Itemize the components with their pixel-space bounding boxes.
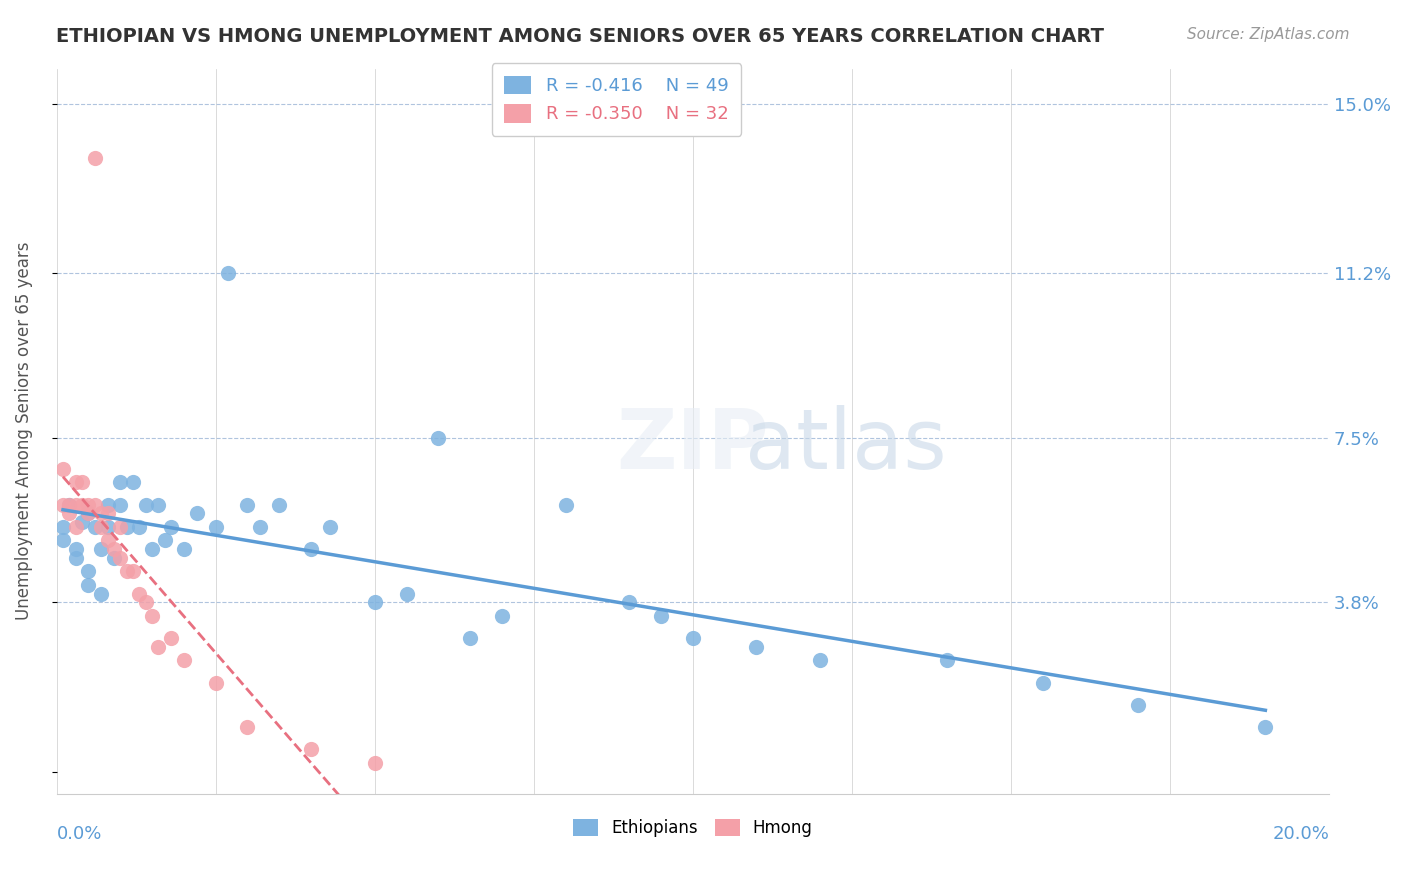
Text: Source: ZipAtlas.com: Source: ZipAtlas.com <box>1187 27 1350 42</box>
Point <box>458 631 481 645</box>
Point <box>1032 675 1054 690</box>
Point <box>115 565 138 579</box>
Point <box>395 586 418 600</box>
Text: atlas: atlas <box>745 405 946 486</box>
Point <box>236 720 259 734</box>
Point <box>148 498 170 512</box>
Point <box>77 565 100 579</box>
Point <box>236 498 259 512</box>
Point <box>269 498 291 512</box>
Point <box>491 608 513 623</box>
Point <box>148 640 170 654</box>
Point <box>122 475 145 490</box>
Point <box>90 520 112 534</box>
Point <box>364 756 387 770</box>
Point <box>128 520 150 534</box>
Point <box>160 520 183 534</box>
Point <box>160 631 183 645</box>
Point <box>52 520 75 534</box>
Point <box>110 475 132 490</box>
Point <box>96 520 118 534</box>
Text: 20.0%: 20.0% <box>1272 825 1329 843</box>
Point <box>90 542 112 557</box>
Point <box>1126 698 1149 712</box>
Point <box>103 542 125 557</box>
Point <box>128 586 150 600</box>
Point <box>77 507 100 521</box>
Point <box>299 542 322 557</box>
Point <box>58 498 80 512</box>
Point <box>135 595 157 609</box>
Point <box>110 520 132 534</box>
Point <box>70 516 93 530</box>
Text: 0.0%: 0.0% <box>56 825 103 843</box>
Point <box>682 631 704 645</box>
Point <box>65 551 87 566</box>
Point <box>96 533 118 548</box>
Point <box>153 533 176 548</box>
Text: ETHIOPIAN VS HMONG UNEMPLOYMENT AMONG SENIORS OVER 65 YEARS CORRELATION CHART: ETHIOPIAN VS HMONG UNEMPLOYMENT AMONG SE… <box>56 27 1104 45</box>
Point <box>122 565 145 579</box>
Point <box>52 498 75 512</box>
Point <box>65 475 87 490</box>
Point <box>217 266 239 280</box>
Point <box>173 542 195 557</box>
Point <box>70 498 93 512</box>
Point <box>58 498 80 512</box>
Point <box>77 507 100 521</box>
Point <box>650 608 672 623</box>
Point <box>58 507 80 521</box>
Point <box>103 551 125 566</box>
Legend: Ethiopians, Hmong: Ethiopians, Hmong <box>567 812 820 844</box>
Point <box>936 653 959 667</box>
Point <box>70 475 93 490</box>
Point <box>83 498 105 512</box>
Point <box>135 498 157 512</box>
Point <box>83 520 105 534</box>
Point <box>745 640 768 654</box>
Point <box>65 498 87 512</box>
Point <box>52 533 75 548</box>
Point <box>90 507 112 521</box>
Point <box>141 608 163 623</box>
Text: ZIP: ZIP <box>617 405 769 486</box>
Point <box>77 577 100 591</box>
Point <box>96 498 118 512</box>
Point <box>364 595 387 609</box>
Point <box>65 520 87 534</box>
Point <box>65 542 87 557</box>
Point <box>554 498 576 512</box>
Point <box>427 431 450 445</box>
Point <box>249 520 271 534</box>
Point <box>110 551 132 566</box>
Point <box>299 742 322 756</box>
Point <box>619 595 641 609</box>
Point <box>96 507 118 521</box>
Point <box>77 498 100 512</box>
Point <box>319 520 342 534</box>
Point <box>115 520 138 534</box>
Point <box>52 462 75 476</box>
Point <box>173 653 195 667</box>
Point <box>141 542 163 557</box>
Point <box>110 498 132 512</box>
Point <box>808 653 831 667</box>
Point <box>186 507 208 521</box>
Point <box>83 151 105 165</box>
Point <box>204 520 226 534</box>
Point <box>204 675 226 690</box>
Point <box>1254 720 1277 734</box>
Point <box>90 586 112 600</box>
Y-axis label: Unemployment Among Seniors over 65 years: Unemployment Among Seniors over 65 years <box>15 242 32 621</box>
